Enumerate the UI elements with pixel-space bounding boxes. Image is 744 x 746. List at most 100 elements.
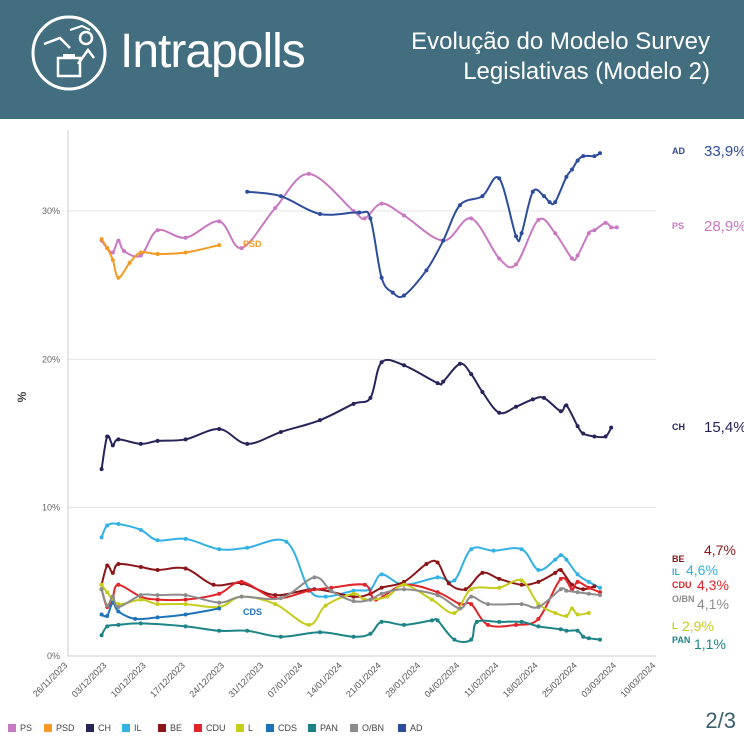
data-point (598, 585, 602, 590)
data-point (519, 602, 524, 607)
data-point (183, 250, 188, 255)
data-point (514, 622, 518, 627)
data-point (138, 621, 143, 626)
data-point (217, 606, 222, 611)
data-point (99, 612, 104, 617)
x-tick-label: 04/02/2024 (422, 660, 461, 699)
data-point (469, 594, 474, 599)
data-point (603, 434, 608, 439)
series-line-pan (100, 617, 601, 643)
data-point (273, 602, 278, 607)
data-point (362, 216, 367, 221)
data-point (469, 547, 474, 552)
data-point (497, 619, 502, 624)
data-point (435, 590, 440, 595)
legend-swatch (122, 724, 130, 732)
data-point (424, 562, 429, 567)
x-tick-label: 18/02/2024 (501, 660, 540, 699)
data-point (480, 570, 485, 575)
data-point (155, 597, 160, 602)
x-tick-label: 21/01/2024 (344, 660, 383, 699)
data-point (586, 610, 591, 615)
data-point (519, 578, 524, 583)
data-point (116, 582, 121, 587)
data-point (402, 582, 406, 587)
data-point (435, 593, 440, 598)
y-tick-label: 30% (42, 206, 60, 216)
data-point (469, 372, 474, 377)
legend-item-ch: CH (98, 723, 111, 733)
data-point (110, 257, 115, 262)
data-point (536, 605, 541, 610)
data-point (306, 622, 311, 627)
data-point (575, 572, 580, 577)
legend-item-ad: AD (410, 723, 423, 733)
data-point (458, 606, 462, 611)
data-point (575, 158, 580, 163)
data-point (514, 404, 518, 409)
legend-item-ps: PS (20, 723, 32, 733)
data-point (351, 588, 356, 593)
data-point (368, 597, 373, 602)
data-point (116, 605, 121, 610)
data-point (430, 618, 434, 623)
page-number: 2/3 (705, 708, 736, 733)
data-point (469, 587, 474, 592)
data-point (245, 441, 250, 446)
data-point (558, 576, 563, 581)
legend-item-o-bn: O/BN (362, 723, 384, 733)
data-point (306, 588, 311, 593)
data-point (116, 622, 121, 627)
data-point (368, 216, 373, 221)
data-point (564, 174, 569, 179)
data-point (474, 619, 479, 624)
data-point (469, 216, 474, 221)
data-point (138, 597, 143, 602)
data-point (570, 606, 574, 611)
data-point (105, 563, 110, 568)
data-point (497, 176, 502, 181)
x-tick-label: 03/03/2024 (579, 660, 618, 699)
data-point (273, 593, 278, 598)
data-point (116, 275, 121, 280)
legend-item-cdu: CDU (206, 723, 226, 733)
x-tick-label: 10/03/2024 (618, 660, 657, 699)
legend-item-pan: PAN (320, 723, 338, 733)
data-point (536, 579, 541, 584)
x-tick-label: 17/12/2023 (148, 660, 187, 699)
data-point (469, 602, 474, 607)
data-point (558, 567, 563, 572)
data-point (558, 627, 563, 632)
data-point (99, 237, 104, 242)
data-point (458, 203, 462, 208)
data-point (514, 234, 518, 239)
data-point (469, 637, 474, 642)
data-point (155, 438, 160, 443)
data-point (110, 594, 115, 599)
data-point (497, 256, 502, 261)
data-point (155, 615, 160, 620)
x-tick-label: 31/12/2023 (226, 660, 265, 699)
legend-swatch (194, 724, 202, 732)
data-point (536, 217, 541, 222)
data-point (441, 379, 446, 384)
header-banner: Intrapolls Evolução do Modelo Survey Leg… (0, 0, 744, 119)
data-point (351, 599, 356, 604)
series-line-be (100, 559, 595, 598)
legend-swatch (158, 724, 166, 732)
data-point (435, 618, 440, 623)
data-point (211, 582, 216, 587)
data-point (570, 587, 574, 592)
data-point (564, 628, 569, 633)
data-point (553, 231, 558, 236)
data-point (312, 575, 317, 580)
data-point (542, 395, 546, 400)
series-label-be: BE (672, 554, 685, 564)
data-point (586, 591, 591, 596)
data-point (217, 547, 222, 552)
data-point (105, 434, 110, 439)
data-point (402, 622, 406, 627)
data-point (278, 194, 283, 199)
data-point (133, 616, 138, 621)
data-point (155, 593, 160, 598)
